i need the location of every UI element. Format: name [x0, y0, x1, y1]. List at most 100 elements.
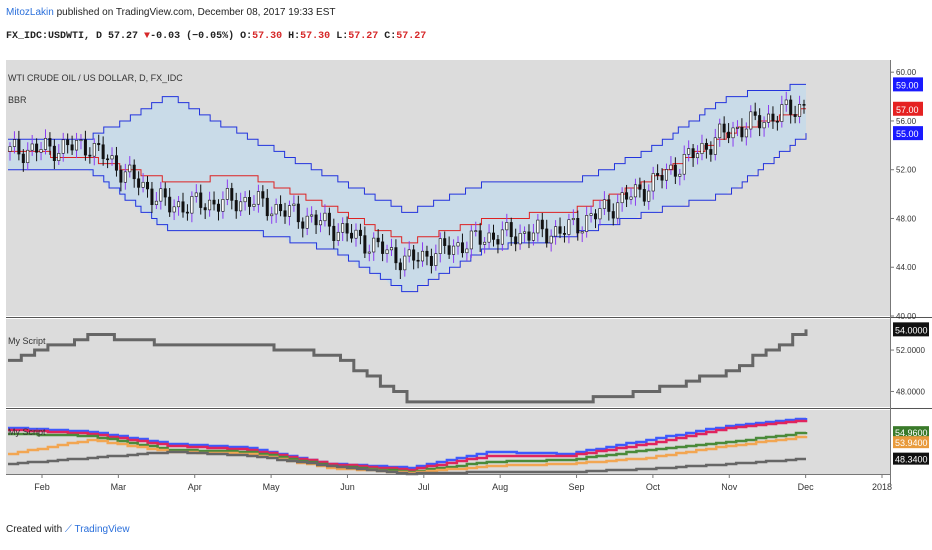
candle-body[interactable]: [496, 239, 500, 245]
candle-body[interactable]: [296, 203, 300, 223]
candle-body[interactable]: [310, 214, 314, 217]
candle-body[interactable]: [798, 104, 802, 117]
candle-body[interactable]: [762, 122, 766, 129]
candle-body[interactable]: [443, 238, 447, 246]
candle-body[interactable]: [398, 262, 402, 271]
candle-body[interactable]: [651, 173, 655, 192]
candle-body[interactable]: [421, 250, 425, 262]
candle-body[interactable]: [438, 238, 442, 254]
candle-body[interactable]: [682, 153, 686, 175]
candle-body[interactable]: [647, 190, 651, 202]
candle-body[interactable]: [48, 138, 52, 147]
candle-body[interactable]: [607, 199, 611, 212]
candle-body[interactable]: [88, 154, 92, 157]
candle-body[interactable]: [505, 222, 509, 231]
candle-body[interactable]: [208, 199, 212, 211]
candle-body[interactable]: [673, 164, 677, 177]
candle-body[interactable]: [425, 250, 429, 257]
candle-body[interactable]: [469, 230, 473, 250]
candle-body[interactable]: [203, 207, 207, 211]
candle-body[interactable]: [341, 223, 345, 233]
candle-body[interactable]: [354, 229, 358, 239]
candle-body[interactable]: [225, 188, 229, 200]
candle-body[interactable]: [625, 192, 629, 200]
candle-body[interactable]: [79, 139, 83, 142]
candle-body[interactable]: [691, 148, 695, 159]
candle-body[interactable]: [239, 201, 243, 212]
candle-body[interactable]: [460, 242, 464, 254]
value-badge[interactable]: [893, 452, 929, 465]
candle-body[interactable]: [784, 99, 788, 105]
candle-body[interactable]: [367, 251, 371, 254]
candle-body[interactable]: [168, 196, 172, 213]
candle-body[interactable]: [345, 223, 349, 234]
candle-body[interactable]: [789, 99, 793, 115]
my-script-line-green[interactable]: [8, 431, 808, 474]
candle-body[interactable]: [319, 220, 323, 226]
price-badge[interactable]: [893, 126, 923, 141]
candle-body[interactable]: [172, 206, 176, 213]
candle-body[interactable]: [731, 127, 735, 139]
candle-body[interactable]: [620, 192, 624, 204]
candle-body[interactable]: [602, 199, 606, 209]
candle-body[interactable]: [771, 113, 775, 122]
candle-body[interactable]: [381, 241, 385, 254]
candle-body[interactable]: [194, 192, 198, 197]
candle-body[interactable]: [780, 104, 784, 122]
candle-body[interactable]: [43, 138, 47, 150]
price-badge[interactable]: [893, 77, 923, 92]
candle-body[interactable]: [101, 144, 105, 160]
candle-body[interactable]: [629, 196, 633, 200]
candle-body[interactable]: [514, 236, 518, 245]
candle-body[interactable]: [456, 242, 460, 247]
candle-body[interactable]: [447, 245, 451, 255]
candle-body[interactable]: [429, 255, 433, 266]
candle-body[interactable]: [696, 153, 700, 159]
candle-body[interactable]: [256, 191, 260, 205]
candle-body[interactable]: [61, 139, 65, 154]
pane2-my-script[interactable]: 48.0000 52.0000 54.0000: [8, 322, 929, 404]
candle-body[interactable]: [664, 169, 668, 181]
candle-body[interactable]: [589, 213, 593, 216]
candle-body[interactable]: [128, 164, 132, 173]
candle-body[interactable]: [327, 212, 331, 227]
candle-body[interactable]: [576, 218, 580, 234]
candle-body[interactable]: [141, 181, 145, 188]
candle-body[interactable]: [350, 232, 354, 239]
candle-body[interactable]: [558, 226, 562, 234]
candle-body[interactable]: [372, 237, 376, 253]
candle-body[interactable]: [30, 143, 34, 151]
candle-body[interactable]: [234, 200, 238, 212]
candle-body[interactable]: [336, 231, 340, 241]
candle-body[interactable]: [580, 231, 584, 234]
candle-body[interactable]: [478, 230, 482, 245]
candle-body[interactable]: [802, 104, 806, 106]
candle-body[interactable]: [616, 202, 620, 219]
candle-body[interactable]: [123, 171, 127, 183]
value-badge[interactable]: [893, 322, 929, 337]
candle-body[interactable]: [323, 212, 327, 222]
candle-body[interactable]: [669, 164, 673, 170]
candle-body[interactable]: [35, 143, 39, 153]
candle-body[interactable]: [248, 197, 252, 207]
candle-body[interactable]: [114, 155, 118, 171]
candle-body[interactable]: [265, 197, 269, 217]
candle-body[interactable]: [722, 123, 726, 133]
candle-body[interactable]: [177, 201, 181, 208]
candle-body[interactable]: [119, 169, 123, 183]
candle-body[interactable]: [633, 184, 637, 198]
candle-body[interactable]: [678, 173, 682, 177]
candle-body[interactable]: [137, 178, 141, 188]
candle-body[interactable]: [83, 139, 87, 156]
candle-body[interactable]: [8, 146, 12, 152]
author-link[interactable]: MitozLakin: [6, 7, 54, 18]
candle-body[interactable]: [287, 205, 291, 217]
candle-body[interactable]: [150, 188, 154, 206]
candle-body[interactable]: [562, 233, 566, 235]
candle-body[interactable]: [585, 215, 589, 232]
candle-body[interactable]: [26, 149, 30, 164]
candle-body[interactable]: [500, 229, 504, 245]
candle-body[interactable]: [611, 211, 615, 219]
candle-body[interactable]: [92, 143, 96, 157]
candle-body[interactable]: [767, 113, 771, 123]
